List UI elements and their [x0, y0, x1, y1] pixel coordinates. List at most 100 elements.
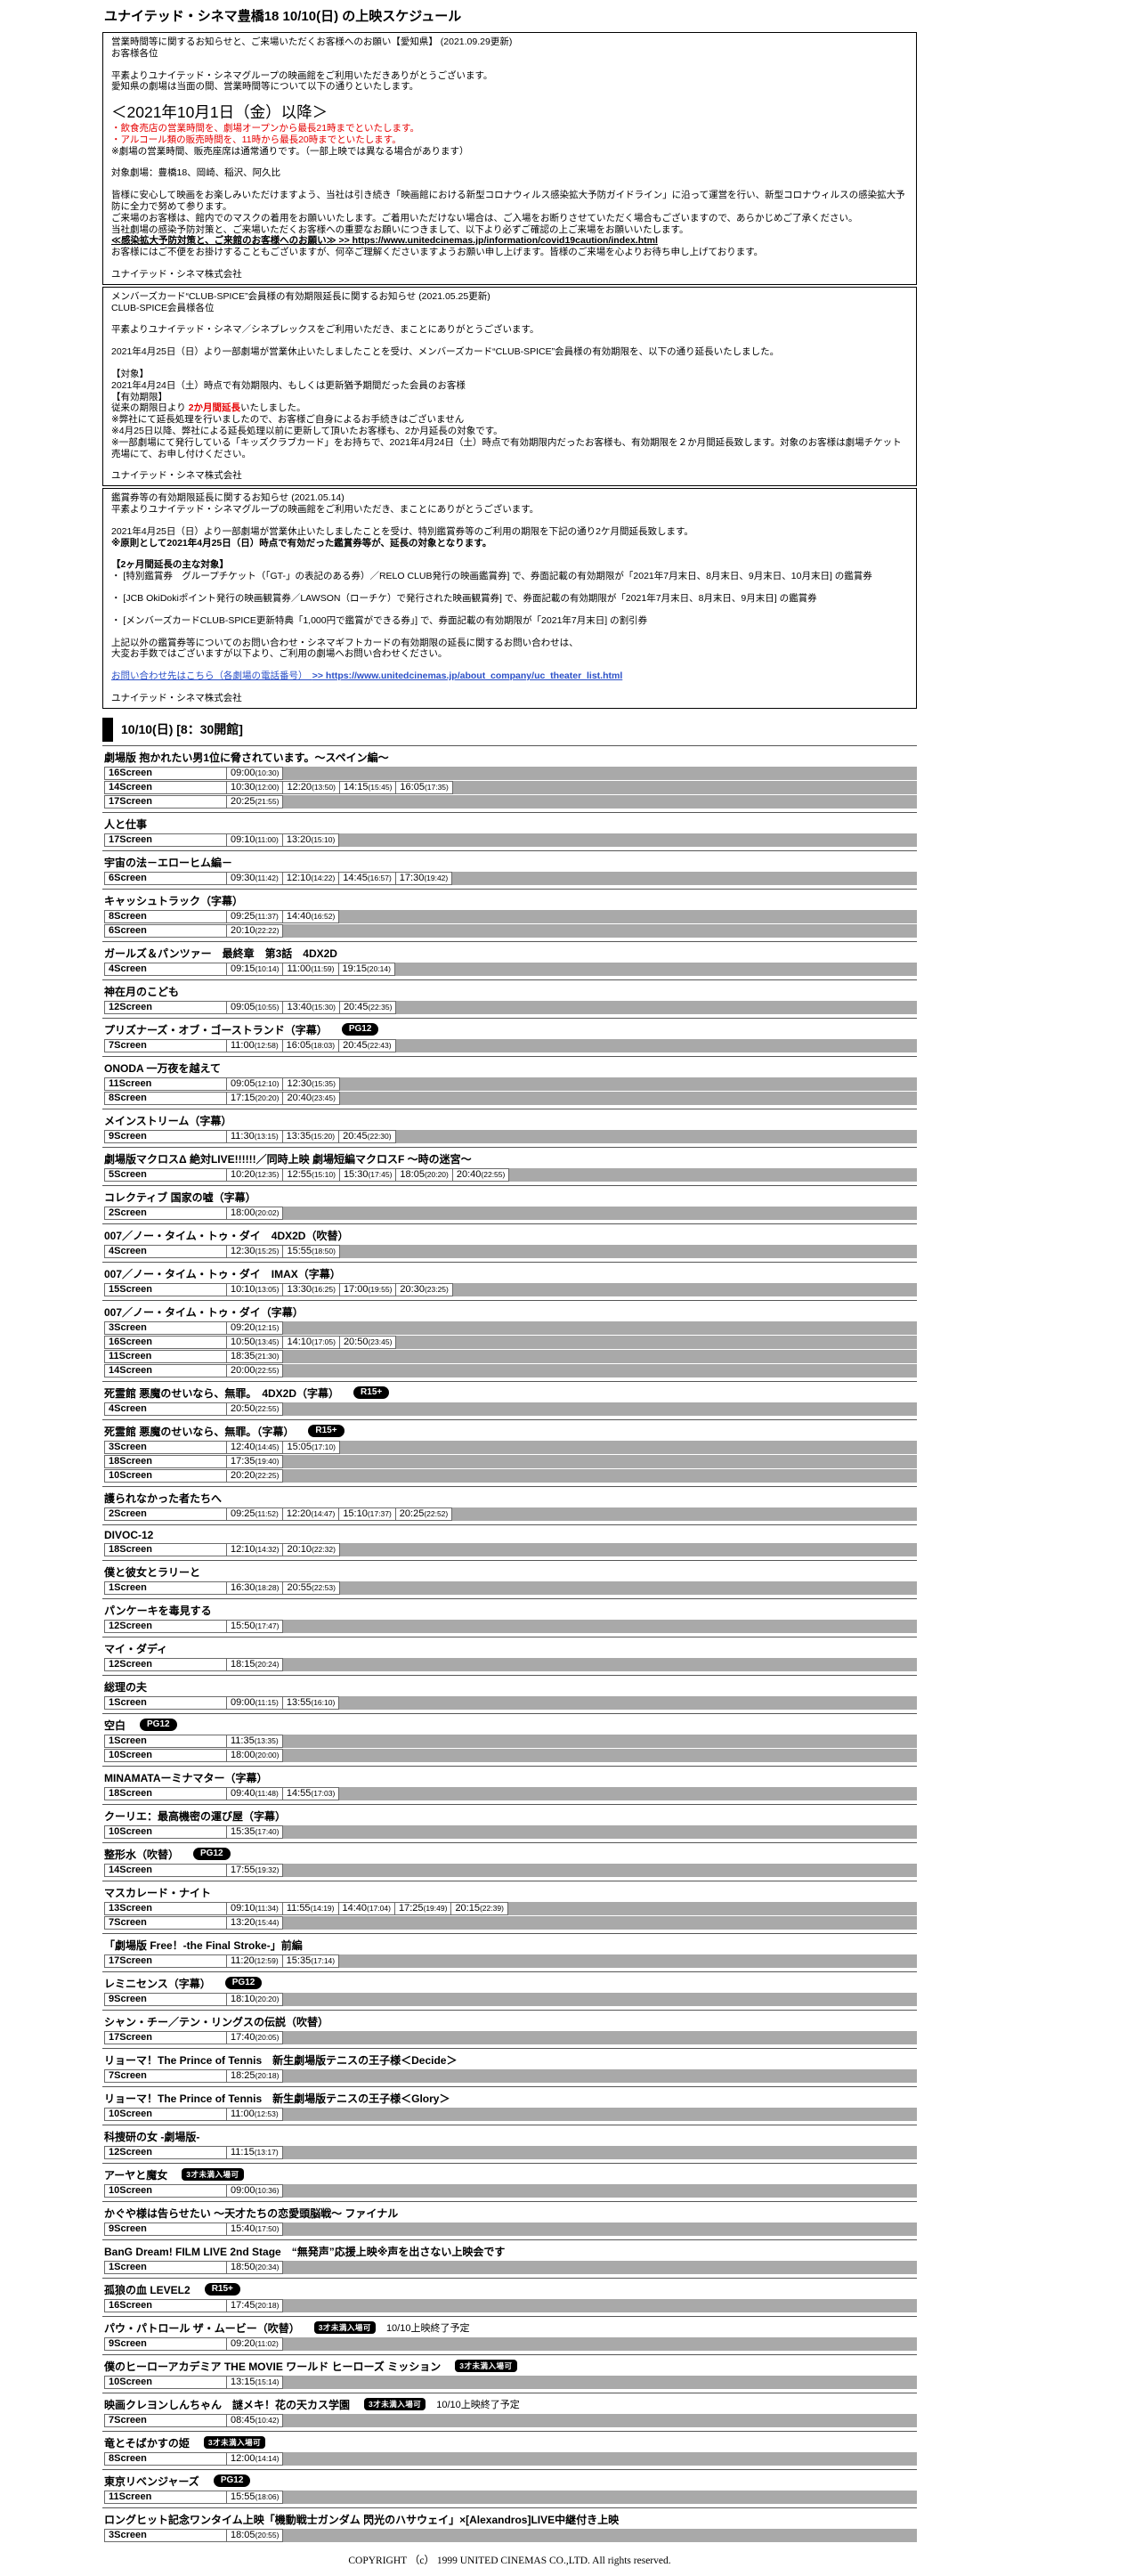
- screen-cell: 8Screen: [104, 909, 227, 923]
- end-time: (11:59): [311, 963, 335, 973]
- start-time: 09:00: [231, 1696, 255, 1708]
- start-time: 12:10: [231, 1543, 255, 1555]
- notice-link[interactable]: お問い合わせ先はこちら（各劇場の電話番号）: [111, 670, 312, 682]
- row-filler: [340, 1581, 917, 1595]
- row-filler: [453, 1283, 917, 1296]
- start-time: 11:35: [231, 1735, 255, 1746]
- movie-title-row: コレクティブ 国家の嘘（字幕）: [104, 1188, 917, 1207]
- movie-title-row: ロングヒット記念ワンタイム上映「機動戦士ガンダム 閃光のハサウェイ」×[Alex…: [104, 2510, 917, 2529]
- showtime-cell: 12:30(15:35): [283, 1077, 340, 1091]
- showtime-cell: 09:00(11:15): [227, 1695, 283, 1710]
- notice-section: 営業時間等に関するお知らせと、ご来場いただくお客様へのお願い【愛知県】 (202…: [102, 32, 917, 709]
- row-filler: [396, 1130, 917, 1143]
- row-filler: [283, 924, 917, 938]
- start-time: 09:30: [231, 872, 255, 883]
- row-filler: [283, 2299, 917, 2312]
- start-time: 12:40: [231, 1441, 255, 1452]
- notice-line: お問い合わせ先はこちら（各劇場の電話番号） >> https://www.uni…: [111, 670, 908, 682]
- screen-cell: 10Screen: [104, 2375, 227, 2389]
- start-time: 18:50: [231, 2261, 255, 2272]
- showtime-cell: 12:00(14:14): [227, 2451, 284, 2466]
- showtime-cell: 12:40(14:45): [227, 1440, 284, 1454]
- movie-block: 007／ノー・タイム・トゥ・ダイ 4DX2D（吹替） 4Screen 12:30(1…: [102, 1223, 917, 1262]
- end-time: (16:57): [367, 873, 392, 882]
- notice-line: CLUB-SPICE会員様各位: [111, 303, 908, 314]
- notice-line: [111, 549, 908, 559]
- start-time: 20:20: [231, 1469, 255, 1481]
- notice-text: 愛知県の劇場は当面の間、営業時間等について以下の通りといたします。: [111, 81, 419, 93]
- movie-title-row: リョーマ！The Prince of Tennis 新生劇場版テニスの王子様＜G…: [104, 2089, 917, 2108]
- movie-title: かぐや様は告らせたい ～天才たちの恋愛頭脳戦～ ファイナル: [104, 2206, 399, 2220]
- showtime-cell: 15:35(17:40): [227, 1824, 284, 1839]
- showtime-cell: 12:20(13:50): [283, 780, 340, 794]
- movie-block: 僕のヒーローアカデミア THE MOVIE ワールド ヒーローズ ミッション 3才…: [102, 2353, 917, 2393]
- notice-line: ・ [JCB OkiDokiポイント発行の映画観賞券／LAWSON（ローチケ）で…: [111, 593, 908, 605]
- showtime-cell: 18:25(20:18): [227, 2068, 284, 2083]
- start-time: 17:35: [231, 1455, 255, 1467]
- screen-cell: 16Screen: [104, 2298, 227, 2312]
- showtime-cell: 20:55(22:53): [283, 1581, 340, 1595]
- showtime-row: 18Screen 12:10(14:32) 20:10(22:32): [104, 1542, 917, 1556]
- start-time: 12:30: [287, 1077, 312, 1089]
- notice-link[interactable]: ≪感染拡大予防対策と、ご来館のお客様へのお願い≫ >> https://www.…: [111, 235, 658, 247]
- start-time: 15:05: [287, 1441, 312, 1452]
- start-time: 10:50: [231, 1336, 255, 1347]
- start-time: 09:10: [231, 833, 255, 845]
- screen-cell: 15Screen: [104, 1282, 227, 1296]
- movie-title-row: 「劇場版 Free！-the Final Stroke-」前編: [104, 1936, 917, 1954]
- showtime-cell: 20:30(23:25): [396, 1282, 453, 1296]
- row-filler: [283, 2223, 917, 2236]
- end-time: (17:40): [255, 1826, 280, 1836]
- movie-block: 007／ノー・タイム・トゥ・ダイ（字幕） 3Screen 09:20(12:15) 1…: [102, 1299, 917, 1381]
- notice-box: 営業時間等に関するお知らせと、ご来場いただくお客様へのお願い【愛知県】 (202…: [102, 32, 917, 285]
- end-time: (22:22): [255, 925, 280, 935]
- end-time: (17:35): [424, 782, 449, 792]
- end-time: (22:25): [255, 1470, 280, 1480]
- notice-line: 当社劇場の感染予防対策と、ご来場いただくお客様への重要なお願いにつきまして、以下…: [111, 224, 908, 236]
- notice-line: 【対象】: [111, 369, 908, 380]
- start-time: 12:20: [286, 1507, 312, 1519]
- row-filler: [283, 795, 917, 809]
- screen-cell: 13Screen: [104, 1901, 227, 1915]
- start-time: 13:15: [231, 2376, 255, 2387]
- showtime-row: 16Screen 10:50(13:45) 14:10(17:05) 20:50(23…: [104, 1335, 917, 1349]
- start-time: 18:05: [400, 1168, 425, 1180]
- start-time: 09:00: [231, 2184, 255, 2196]
- movie-title-row: 孤狼の血 LEVEL2 R15+: [104, 2280, 917, 2299]
- movie-title: パウ・パトロール ザ・ムービー（吹替）: [104, 2321, 300, 2335]
- showtime-cell: 20:50(23:45): [339, 1335, 397, 1349]
- row-filler: [283, 1993, 917, 2006]
- start-time: 20:25: [399, 1507, 425, 1519]
- start-time: 11:00: [287, 963, 312, 974]
- screen-cell: 5Screen: [104, 1167, 227, 1182]
- movie-block: 竜とそばかすの姫 3才未満入場可 8Screen 12:00(14:14): [102, 2430, 917, 2469]
- showtime-cell: 15:50(17:47): [227, 1619, 284, 1633]
- rating-badge-age3: 3才未満入場可: [455, 2360, 517, 2373]
- notice-text: 大変お手数ではございますが以下より、ご利用の劇場へお問い合わせください。: [111, 648, 448, 660]
- notice-text: 上記以外の鑑賞券等についてのお問い合わせ・シネマギフトカードの有効期限の延長に関…: [111, 637, 579, 648]
- end-time: (22:39): [479, 1903, 504, 1913]
- notice-line: メンバーズカード“CLUB-SPICE”会員様の有効期限延長に関するお知らせ (…: [111, 291, 908, 303]
- notice-text: 2021年4月25日（日）より一部劇場が営業休止いたしましたことを受け、特別鑑賞…: [111, 525, 693, 537]
- start-time: 15:35: [231, 1825, 255, 1837]
- rating-badge-age3: 3才未満入場可: [182, 2168, 244, 2182]
- notice-link[interactable]: >> https://www.unitedcinemas.jp/about_co…: [312, 670, 623, 682]
- end-time: (11:52): [255, 1508, 279, 1518]
- end-time: (15:25): [255, 1246, 280, 1255]
- end-time: (15:35): [312, 1078, 336, 1088]
- end-time: (20:20): [255, 1994, 280, 2003]
- notice-line: [111, 157, 908, 167]
- movie-title-row: 整形水（吹替） PG12: [104, 1845, 917, 1864]
- notice-line: [111, 179, 908, 190]
- showtime-row: 11Screen 15:55(18:06): [104, 2490, 917, 2504]
- notice-text: ※4月25日以降、弊社による延長処理以前に更新して頂いたお客様も、2か月延長の対…: [111, 426, 503, 436]
- end-time: (23:25): [424, 1284, 449, 1294]
- showtime-row: 12Screen 09:05(10:55) 13:40(15:30) 20:45(22…: [104, 1000, 917, 1014]
- showtime-cell: 17:40(20:05): [227, 2030, 284, 2044]
- row-filler: [283, 2376, 917, 2389]
- notice-line: お客様各位: [111, 48, 908, 60]
- movie-title-row: 空白 PG12: [104, 1716, 917, 1735]
- notice-text: CLUB-SPICE会員様各位: [111, 302, 215, 313]
- row-filler: [283, 2491, 917, 2504]
- movie-title: パンケーキを毒見する: [104, 1604, 212, 1617]
